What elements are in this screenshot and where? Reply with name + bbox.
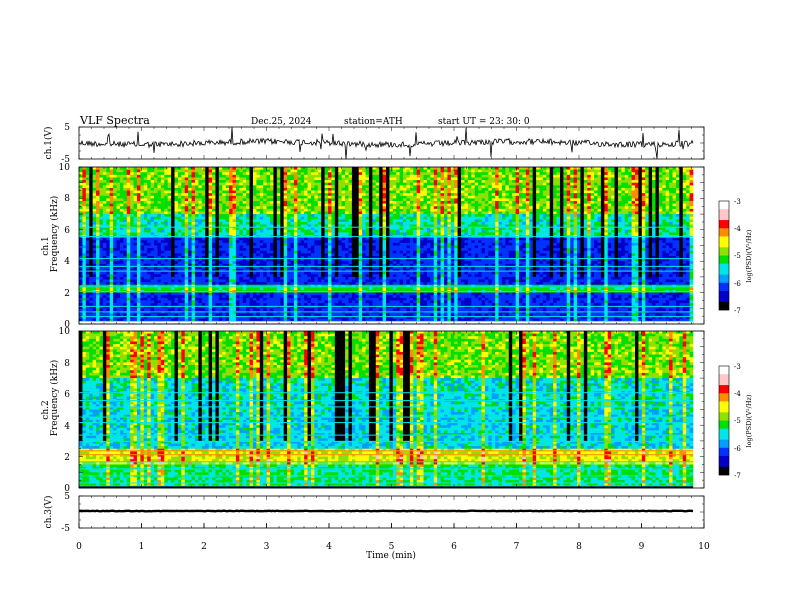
time-tick-label: 6 — [451, 542, 457, 552]
ch3-waveform-panel: 5 -5 ch.3(V) 0 1 2 3 4 5 6 7 8 9 10 Time (min) — [43, 492, 710, 561]
ch1-cbar-tick-m7: -7 — [734, 307, 741, 315]
ch3-ylabel: ch.3(V) — [43, 496, 54, 529]
ch2-cbar-tick-m5: -5 — [734, 417, 741, 425]
ch2-cbar-tick-m4: -4 — [734, 390, 741, 398]
ch1-waveform-panel: 5 -5 ch.1(V) — [43, 123, 705, 165]
figure-title: VLF Spectra — [79, 114, 150, 127]
frame-tick-marks — [78, 126, 705, 529]
time-tick-label: 8 — [576, 542, 582, 552]
ch1-cbar-tick-m3: -3 — [734, 198, 741, 206]
ch1-ytick-top: 5 — [64, 123, 70, 133]
time-tick-label: 9 — [639, 542, 645, 552]
ch3-waveform-line — [79, 509, 694, 513]
ch2-freq-tick-2: 2 — [64, 453, 70, 463]
ch1-waveform-line — [78, 127, 694, 160]
figure-start-ut: start UT = 23: 30: 0 — [438, 117, 530, 127]
ch1-cbar-tick-m6: -6 — [734, 280, 741, 288]
ch2-cbar-tick-m6: -6 — [734, 445, 741, 453]
ch2-freq-tick-10: 10 — [59, 327, 71, 337]
ch2-spectrogram-image — [79, 331, 694, 489]
ch2-cbar-label: log(PSD)(V²/Hz) — [745, 394, 753, 447]
ch1-cbar-label: log(PSD)(V²/Hz) — [745, 229, 753, 282]
ch1-ylabel: ch.1(V) — [43, 127, 54, 160]
figure-date: Dec.25, 2024 — [251, 117, 312, 127]
ch1-colorbar-frame — [718, 200, 730, 311]
ch1-colorbar — [719, 201, 729, 311]
time-tick-label: 0 — [76, 542, 82, 552]
ch2-spec-ylabel: Frequency (kHz) — [49, 360, 60, 437]
ch1-freq-tick-6: 6 — [64, 226, 70, 236]
time-axis-label: Time (min) — [366, 550, 416, 561]
ch2-colorbar — [719, 366, 729, 476]
ch1-freq-tick-0: 0 — [64, 320, 70, 330]
ch2-freq-tick-0: 0 — [64, 484, 70, 494]
ch1-ytick-bottom: -5 — [61, 155, 70, 165]
time-tick-label: 10 — [698, 542, 710, 552]
time-axis-ticks: 0 1 2 3 4 5 6 7 8 9 10 — [76, 523, 710, 552]
ch3-ytick-bottom: -5 — [61, 524, 70, 534]
ch1-freq-tick-8: 8 — [64, 194, 70, 204]
ch1-spectrogram-image — [79, 167, 694, 325]
ch1-spectrogram-panel: 10 8 6 4 2 0 ch.1 Frequency (kHz) -3 -4 … — [41, 163, 753, 330]
time-tick-label: 1 — [139, 542, 145, 552]
ch2-freq-tick-4: 4 — [64, 422, 70, 432]
ch1-freq-tick-2: 2 — [64, 289, 70, 299]
ch1-cbar-tick-m5: -5 — [734, 252, 741, 260]
ch1-freq-tick-10: 10 — [59, 163, 71, 173]
ch2-cbar-tick-m7: -7 — [734, 472, 741, 480]
time-tick-label: 3 — [264, 542, 270, 552]
ch2-cbar-tick-m3: -3 — [734, 363, 741, 371]
ch1-spec-channel-label: ch.1 — [41, 236, 51, 255]
time-tick-label: 5 — [389, 542, 395, 552]
figure-station: station=ATH — [344, 117, 403, 127]
ch2-colorbar-frame — [718, 365, 730, 476]
ch3-ytick-top: 5 — [64, 492, 70, 502]
ch2-freq-tick-8: 8 — [64, 359, 70, 369]
time-tick-label: 2 — [201, 542, 207, 552]
ch1-spec-ylabel: Frequency (kHz) — [49, 196, 60, 273]
ch1-cbar-tick-m4: -4 — [734, 225, 741, 233]
ch2-spec-channel-label: ch.2 — [41, 400, 51, 419]
ch2-freq-tick-6: 6 — [64, 390, 70, 400]
ch2-spectrogram-panel: 10 8 6 4 2 0 ch.2 Frequency (kHz) -3 -4 … — [41, 327, 753, 494]
ch1-freq-tick-4: 4 — [64, 257, 70, 267]
time-tick-label: 4 — [326, 542, 332, 552]
time-tick-label: 7 — [514, 542, 520, 552]
